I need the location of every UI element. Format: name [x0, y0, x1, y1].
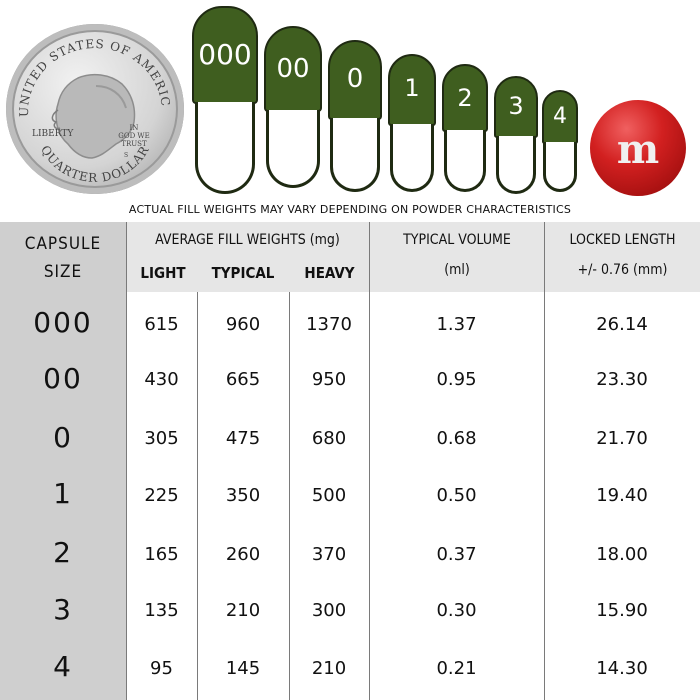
- row-size: 1: [53, 477, 73, 510]
- row-heavy: 950: [311, 369, 347, 390]
- row-light: 95: [150, 658, 173, 679]
- coin-mint-mark: S: [124, 152, 128, 159]
- quarter-coin-image: UNITED STATES OF AMERICA QUARTER DOLLAR …: [6, 24, 184, 194]
- capsule-2: 2: [442, 64, 488, 192]
- row-heavy: 680: [311, 428, 347, 449]
- row-typical: 260: [225, 544, 261, 565]
- row-light: 430: [144, 369, 179, 390]
- row-size: 000: [33, 306, 93, 339]
- row-typical: 475: [225, 428, 261, 449]
- capsule-1: 1: [388, 54, 436, 192]
- column-divider: [544, 222, 545, 700]
- row-volume: 1.37: [436, 314, 477, 335]
- row-size: 00: [43, 362, 83, 395]
- row-length: 21.70: [596, 428, 648, 449]
- coin-motto-line1: IN: [130, 124, 139, 132]
- row-length: 15.90: [596, 600, 648, 621]
- size-column-background: [0, 222, 126, 700]
- capsule-label: 0: [346, 64, 364, 94]
- capsule-label: 00: [276, 54, 310, 84]
- capsule-size-table: CAPSULE SIZE AVERAGE FILL WEIGHTS (mg) L…: [0, 222, 700, 700]
- capsule-body: [443, 130, 487, 192]
- capsule-4: 4: [542, 90, 578, 192]
- capsule-label: 4: [553, 104, 567, 129]
- capsule-3: 3: [494, 76, 538, 194]
- candy-image: m: [590, 100, 686, 196]
- header-size: SIZE: [43, 262, 83, 282]
- row-size: 2: [53, 536, 73, 569]
- capsule-cap: [328, 40, 382, 120]
- coin-motto-line2: GOD WE: [118, 132, 149, 140]
- row-light: 165: [144, 544, 179, 565]
- header-avg-fill: AVERAGE FILL WEIGHTS (mg): [155, 232, 340, 248]
- row-length: 14.30: [596, 658, 648, 679]
- row-size: 3: [53, 593, 73, 626]
- coin-liberty-text: LIBERTY: [32, 129, 74, 139]
- row-typical: 665: [225, 369, 261, 390]
- capsule-cap: [442, 64, 488, 132]
- column-divider: [126, 222, 127, 700]
- coin-motto-line3: TRUST: [121, 140, 147, 148]
- header-length: LOCKED LENGTH: [569, 232, 676, 248]
- header-heavy: HEAVY: [304, 264, 355, 282]
- row-heavy: 210: [311, 658, 347, 679]
- header-typical: TYPICAL: [211, 264, 275, 282]
- candy-letter: m: [616, 126, 660, 173]
- capsule-body: [330, 118, 380, 192]
- capsule-000: 000: [192, 6, 258, 194]
- capsule-body: [389, 124, 435, 192]
- row-volume: 0.37: [436, 544, 477, 565]
- capsule-label: 3: [508, 92, 524, 120]
- row-size: 0: [53, 421, 73, 454]
- header-volume: TYPICAL VOLUME: [403, 232, 511, 248]
- row-light: 615: [144, 314, 179, 335]
- illustration-area: UNITED STATES OF AMERICA QUARTER DOLLAR …: [0, 0, 700, 222]
- capsule-0: 0: [328, 40, 382, 192]
- row-volume: 0.68: [436, 428, 477, 449]
- row-light: 225: [144, 485, 179, 506]
- row-typical: 960: [225, 314, 261, 335]
- row-length: 26.14: [596, 314, 648, 335]
- header-volume-unit: (ml): [444, 262, 470, 278]
- capsule-body: [194, 102, 256, 194]
- row-length: 23.30: [596, 369, 648, 390]
- row-size: 4: [53, 650, 73, 683]
- quarter-portrait-icon: UNITED STATES OF AMERICA QUARTER DOLLAR …: [6, 24, 172, 185]
- capsule-label: 000: [198, 38, 252, 71]
- capsule-cap: [542, 90, 578, 144]
- capsule-cap: [494, 76, 538, 138]
- column-divider: [369, 222, 370, 700]
- capsule-label: 2: [457, 84, 473, 112]
- fill-weight-note: ACTUAL FILL WEIGHTS MAY VARY DEPENDING O…: [128, 203, 572, 216]
- capsule-body: [266, 110, 320, 188]
- row-heavy: 1370: [306, 314, 352, 335]
- row-heavy: 500: [311, 485, 347, 506]
- header-length-tolerance: +/- 0.76 (mm): [577, 262, 668, 278]
- header-light: LIGHT: [140, 264, 186, 282]
- capsule-label: 1: [404, 74, 420, 102]
- column-divider: [197, 292, 198, 700]
- row-light: 305: [144, 428, 179, 449]
- capsule-cap: [264, 26, 322, 112]
- capsule-body: [543, 142, 577, 192]
- row-length: 18.00: [596, 544, 648, 565]
- row-length: 19.40: [596, 485, 648, 506]
- row-heavy: 300: [311, 600, 347, 621]
- row-volume: 0.95: [436, 369, 477, 390]
- row-volume: 0.50: [436, 485, 477, 506]
- row-typical: 145: [225, 658, 261, 679]
- row-volume: 0.21: [436, 658, 477, 679]
- capsule-00: 00: [264, 26, 322, 188]
- header-background: [126, 222, 700, 292]
- row-light: 135: [144, 600, 179, 621]
- column-divider: [289, 292, 290, 700]
- row-typical: 210: [225, 600, 261, 621]
- row-heavy: 370: [311, 544, 347, 565]
- header-capsule: CAPSULE: [24, 234, 102, 254]
- row-volume: 0.30: [436, 600, 477, 621]
- row-typical: 350: [225, 485, 261, 506]
- capsule-body: [495, 136, 537, 194]
